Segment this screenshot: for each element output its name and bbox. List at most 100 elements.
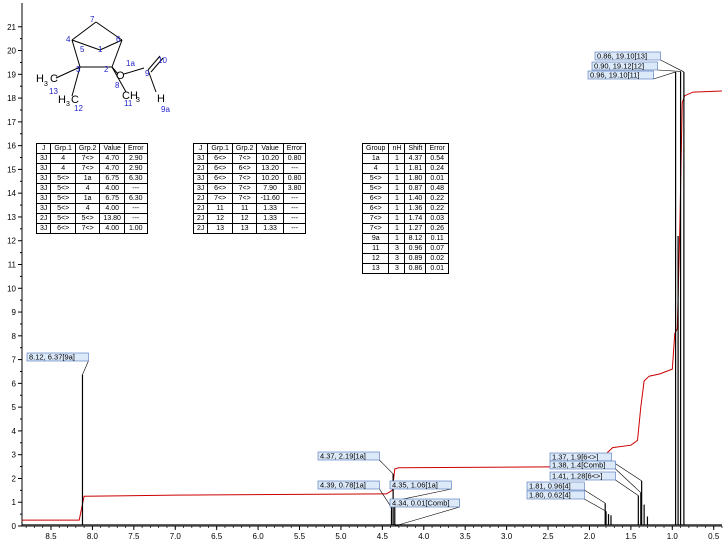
table-cell: 0.07 — [425, 243, 449, 254]
table-cell: 1 — [388, 163, 406, 174]
x-axis: 8.5 8.0 7.5 7.0 6.5 6.0 5.5 5.0 4.5 4.0 3.5 3.0 2.5 2… — [25, 526, 723, 541]
peak-label: 4.39, 0.78[1a] — [320, 481, 366, 490]
table-cell: 6.30 — [123, 173, 148, 184]
table-row: 7<> 1 1.27 0.26 — [361, 223, 449, 234]
header-cell: Error — [425, 143, 449, 154]
table-cell: 11 — [361, 243, 390, 254]
peak-label: 1.37, 1.9[6<>] — [552, 453, 598, 462]
header-cell: J — [35, 143, 52, 154]
peak-label: 1.81, 0.96[4] — [529, 482, 571, 491]
table-row: 2J 12 12 1.33 --- — [192, 213, 307, 224]
x-tick-label: 5.0 — [335, 532, 347, 541]
y-tick-label: 9 — [12, 308, 17, 317]
atom-11: 11 — [124, 99, 133, 108]
table-cell: --- — [123, 213, 148, 224]
table-cell: 6<> — [207, 163, 233, 174]
peak-label: 8.12, 6.37[9a] — [29, 353, 75, 362]
table-cell: 1.33 — [256, 203, 284, 214]
header-cell: Group — [361, 143, 390, 154]
table-cell: 5<> — [50, 203, 76, 214]
table-cell: 3J — [35, 203, 52, 214]
x-tick-label: 8.5 — [45, 532, 57, 541]
table-row: 12 3 0.89 0.02 — [361, 253, 449, 264]
table-row: 3J 5<> 1a 6.75 6.30 — [35, 173, 148, 184]
peak-label-leader — [584, 489, 606, 504]
integral-curve — [22, 90, 723, 521]
table-cell: 3 — [388, 263, 406, 274]
table-cell: 1 — [388, 213, 406, 224]
table-cell: 5<> — [74, 213, 101, 224]
table-row: 2J 7<> 7<> -11.60 --- — [192, 193, 307, 204]
peak-label: 4.37, 2.19[1a] — [320, 452, 366, 461]
table-cell: 7<> — [231, 153, 258, 164]
molecule-structure: 7 6 4 5 1 1a 2 O 10 3 H 3 13 C H 3 C 12 … — [36, 15, 170, 114]
table-cell: 10.20 — [256, 153, 284, 164]
table-cell: 4 — [74, 203, 101, 214]
table-cell: 3J — [192, 173, 209, 184]
table-cell: 4 — [361, 163, 390, 174]
table-cell: 6.75 — [99, 173, 125, 184]
table-row: 3J 6<> 7<> 4.00 1.00 — [35, 223, 148, 234]
table-cell: 1a — [74, 193, 101, 204]
table-cell: 0.86 — [404, 263, 427, 274]
table-cell: -11.60 — [256, 193, 284, 204]
table-cell: 1.40 — [404, 193, 427, 204]
peak-label-box — [549, 471, 616, 481]
y-tick-label: 15 — [7, 165, 16, 174]
peak-label: 1.38, 1.4[Comb] — [552, 461, 605, 470]
header-cell: Shift — [404, 143, 427, 154]
table-cell: 2J — [192, 213, 209, 224]
table-cell: 4.37 — [404, 153, 427, 164]
table-row: 3J 6<> 7<> 10.20 0.80 — [192, 153, 307, 164]
table-row: 13 3 0.86 0.01 — [361, 263, 449, 274]
table-cell: 0.24 — [425, 163, 449, 174]
table-row: 2J 13 13 1.33 --- — [192, 223, 307, 234]
atom-H9: H — [157, 93, 165, 105]
coupling-table-left: J Grp.1 Grp.2 Value Error 3J 4 7<> 4.70 2.90… — [35, 143, 148, 234]
table-row: 2J 6<> 6<> 13.20 --- — [192, 163, 307, 174]
table-cell: 0.80 — [282, 153, 307, 164]
table-row: 3J 5<> 1a 6.75 6.30 — [35, 193, 148, 204]
table-cell: 1 — [388, 233, 406, 244]
atom-7: 7 — [90, 15, 95, 24]
y-tick-label: 12 — [7, 237, 16, 246]
table-cell: 3 — [388, 243, 406, 254]
atom-9: 9 — [145, 69, 150, 78]
table-cell: 6<> — [231, 163, 258, 174]
table-cell: 7<> — [74, 223, 101, 234]
x-tick-label: 8.0 — [87, 532, 99, 541]
table-cell: 2J — [192, 163, 209, 174]
peak-label: 4.34, 0.01[Comb] — [392, 499, 450, 508]
table-cell: 3J — [35, 183, 52, 194]
y-tick-label: 4 — [12, 427, 17, 436]
header-cell: Error — [282, 143, 307, 154]
table-row: 7<> 1 1.74 0.03 — [361, 213, 449, 224]
table-row: 6<> 1 1.40 0.22 — [361, 193, 449, 204]
table-cell: 4 — [50, 153, 76, 164]
table-cell: 7<> — [207, 193, 233, 204]
table-cell: 1 — [388, 183, 406, 194]
peak-label-leader — [660, 59, 685, 73]
table-row: 2J 11 11 1.33 --- — [192, 203, 307, 214]
peak-label-leader — [653, 71, 676, 80]
x-tick-label: 1.5 — [625, 532, 637, 541]
x-tick-label: 2.5 — [542, 532, 554, 541]
x-tick-label: 4.5 — [377, 532, 389, 541]
table-cell: 7<> — [361, 213, 390, 224]
table-row: 5<> 1 0.87 0.48 — [361, 183, 449, 194]
header-cell: J — [192, 143, 209, 154]
table-cell: 7<> — [74, 163, 101, 174]
table-cell: 1 — [388, 223, 406, 234]
table-cell: --- — [282, 163, 307, 174]
table-row: 3J 6<> 7<> 7.90 3.80 — [192, 183, 307, 194]
table-cell: 13.80 — [99, 213, 125, 224]
molecule-bonds — [55, 21, 164, 97]
table-cell: 0.11 — [425, 233, 449, 244]
table-row: 11 3 0.96 0.07 — [361, 243, 449, 254]
table-cell: 13 — [361, 263, 390, 274]
table-cell: 0.02 — [425, 253, 449, 264]
table-cell: 1.74 — [404, 213, 427, 224]
x-tick-label: 5.5 — [294, 532, 306, 541]
atom-CH3: CH — [122, 90, 138, 102]
